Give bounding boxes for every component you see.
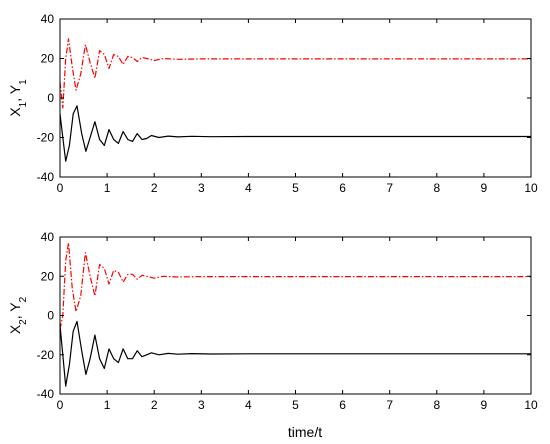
y-tick-label: 0: [47, 91, 54, 105]
x-tick-label: 7: [386, 181, 393, 195]
subplot-2: 0 1 2 3 4 5 6 7 8 9 10 -40 -20 0 20 40 X2, Y2: [7, 230, 538, 412]
x-tick-label: 2: [151, 398, 158, 412]
subplot-1: 0 1 2 3 4 5 6 7 8 9 10 -40 -20 0 20 40 X1, Y1: [7, 12, 538, 195]
series-line-1-1: [59, 105, 531, 162]
y-axis-label-1: X1, Y1: [7, 79, 29, 117]
y-tick-label: 0: [47, 309, 54, 323]
x-tick-label: 4: [245, 398, 252, 412]
y-tick-label: 20: [41, 269, 55, 283]
x-tick-label: 4: [245, 181, 252, 195]
x-tick-label: 7: [386, 398, 393, 412]
axes-frame-1: [59, 18, 532, 178]
x-tick-label: 8: [433, 398, 440, 412]
x-tick-label: 5: [292, 398, 299, 412]
x-tick-label: 1: [104, 181, 111, 195]
y-tick-label: 20: [41, 52, 55, 66]
x-tick-label: 3: [198, 398, 205, 412]
series-line-1-2: [59, 38, 531, 109]
x-tick-label: 10: [524, 398, 538, 412]
x-tick-label: 6: [339, 398, 346, 412]
series-line-2-1: [59, 320, 531, 387]
x-tick-label: 2: [151, 181, 158, 195]
x-axis-label: time/t: [288, 424, 322, 440]
x-tick-label: 5: [292, 181, 299, 195]
y-tick-label: -40: [37, 387, 55, 401]
y-tick-label: -20: [37, 131, 55, 145]
y-tick-label: 40: [41, 12, 55, 26]
x-tick-label: 9: [481, 181, 488, 195]
y-tick-label: -20: [37, 348, 55, 362]
x-tick-label: 10: [524, 181, 538, 195]
series-line-2-2: [59, 242, 531, 330]
x-tick-label: 0: [57, 398, 64, 412]
x-tick-label: 9: [481, 398, 488, 412]
x-tick-label: 0: [57, 181, 64, 195]
x-tick-label: 1: [104, 398, 111, 412]
y-tick-label: -40: [37, 170, 55, 184]
y-tick-label: 40: [41, 230, 55, 244]
axes-frame-2: [59, 236, 532, 395]
x-tick-label: 8: [433, 181, 440, 195]
x-tick-label: 3: [198, 181, 205, 195]
y-axis-label-2: X2, Y2: [7, 296, 29, 334]
x-tick-label: 6: [339, 181, 346, 195]
